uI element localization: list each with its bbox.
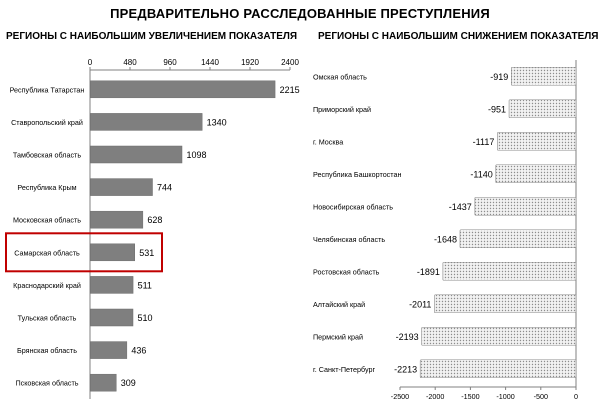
right-x-tick-label: -2000 bbox=[426, 392, 444, 401]
right-category-label: Приморский край bbox=[313, 105, 371, 114]
left-category-label: Брянская область bbox=[17, 346, 77, 355]
right-x-tick-label: -2500 bbox=[391, 392, 409, 401]
highlight-box bbox=[5, 232, 163, 273]
right-bar bbox=[442, 261, 577, 281]
right-chart-title: РЕГИОНЫ С НАИБОЛЬШИМ СНИЖЕНИЕМ ПОКАЗАТЕЛ… bbox=[318, 31, 599, 42]
left-category-label: Республика Татарстан bbox=[10, 85, 85, 94]
right-bar bbox=[474, 196, 577, 216]
left-data-label: 744 bbox=[157, 183, 172, 193]
left-category-label: Московская область bbox=[13, 216, 81, 225]
right-category-label: Ростовская область bbox=[313, 267, 380, 276]
left-category-label: Тамбовская область bbox=[13, 151, 81, 160]
right-data-label: -2011 bbox=[409, 299, 431, 309]
right-data-label: -2193 bbox=[396, 332, 419, 342]
right-x-tick-label: -1500 bbox=[461, 392, 479, 401]
left-category-label: Самарская область bbox=[14, 248, 80, 257]
right-bar bbox=[434, 294, 577, 314]
left-bar bbox=[90, 308, 134, 327]
left-x-tick-label: 960 bbox=[163, 58, 177, 67]
right-bar bbox=[511, 66, 577, 86]
left-bar-chart: 0 480 960 1440 1920 2400 Республика Татарстан 2… bbox=[5, 58, 300, 399]
right-data-label: -1117 bbox=[473, 137, 495, 147]
right-data-label: -2213 bbox=[394, 364, 417, 374]
left-data-label: 531 bbox=[139, 248, 154, 258]
right-x-tick-label: -500 bbox=[534, 392, 548, 401]
left-data-label: 1340 bbox=[207, 117, 227, 127]
right-bar bbox=[495, 164, 577, 184]
left-bar bbox=[90, 243, 135, 262]
left-category-label: Республика Крым bbox=[17, 183, 76, 192]
left-bar bbox=[90, 210, 144, 229]
right-category-label: Челябинская область bbox=[313, 235, 385, 244]
left-category-label: Тульская область bbox=[18, 314, 77, 323]
left-bar bbox=[90, 373, 117, 392]
left-data-label: 511 bbox=[138, 280, 152, 290]
right-bar bbox=[497, 131, 577, 151]
right-data-label: -1891 bbox=[417, 267, 440, 277]
left-x-tick-label: 0 bbox=[88, 58, 93, 67]
left-chart-title: РЕГИОНЫ С НАИБОЛЬШИМ УВЕЛИЧЕНИЕМ ПОКАЗАТ… bbox=[6, 31, 298, 42]
right-category-label: Новосибирская область bbox=[313, 202, 393, 211]
right-category-label: Омская область bbox=[313, 72, 367, 81]
left-category-label: Ставропольский край bbox=[11, 118, 83, 127]
right-data-label: -1648 bbox=[434, 234, 457, 244]
right-category-label: Пермский край bbox=[313, 332, 363, 341]
left-x-tick-label: 2400 bbox=[281, 58, 299, 67]
right-x-tick-label: 0 bbox=[574, 392, 578, 401]
right-data-label: -1437 bbox=[449, 202, 472, 212]
left-data-label: 1098 bbox=[187, 150, 207, 160]
left-bar bbox=[90, 341, 128, 359]
left-bar bbox=[90, 113, 203, 131]
left-bar bbox=[90, 178, 153, 196]
right-bar bbox=[421, 326, 577, 346]
left-data-label: 628 bbox=[147, 215, 162, 225]
left-data-label: 436 bbox=[131, 346, 146, 356]
right-category-label: г. Москва bbox=[313, 137, 343, 146]
right-category-label: г. Санкт-Петербург bbox=[313, 365, 375, 374]
left-x-tick-label: 1920 bbox=[241, 58, 259, 67]
left-category-label: Краснодарский край bbox=[13, 281, 81, 290]
left-bar bbox=[90, 80, 276, 99]
left-data-label: 510 bbox=[138, 313, 153, 323]
left-data-label: 2215 bbox=[280, 85, 300, 95]
left-bar bbox=[90, 145, 183, 164]
right-category-label: Республика Башкортостан bbox=[313, 170, 401, 179]
left-data-label: 309 bbox=[121, 378, 136, 388]
left-x-tick-label: 480 bbox=[123, 58, 137, 67]
right-data-label: -1140 bbox=[470, 169, 492, 179]
left-x-tick-label: 1440 bbox=[201, 58, 219, 67]
left-bar bbox=[90, 276, 134, 294]
left-category-label: Псковская область bbox=[15, 379, 78, 388]
right-bar-chart: -2500 -2000 -1500 -1000 -500 0 Омская область -… bbox=[313, 60, 578, 401]
right-bar bbox=[508, 99, 577, 119]
main-title: ПРЕДВАРИТЕЛЬНО РАССЛЕДОВАННЫЕ ПРЕСТУПЛЕН… bbox=[110, 6, 490, 21]
right-category-label: Алтайский край bbox=[313, 300, 365, 309]
right-x-tick-label: -1000 bbox=[496, 392, 514, 401]
right-data-label: -919 bbox=[490, 72, 508, 82]
right-bar bbox=[419, 359, 577, 379]
right-data-label: -951 bbox=[488, 104, 506, 114]
right-bar bbox=[459, 229, 577, 249]
